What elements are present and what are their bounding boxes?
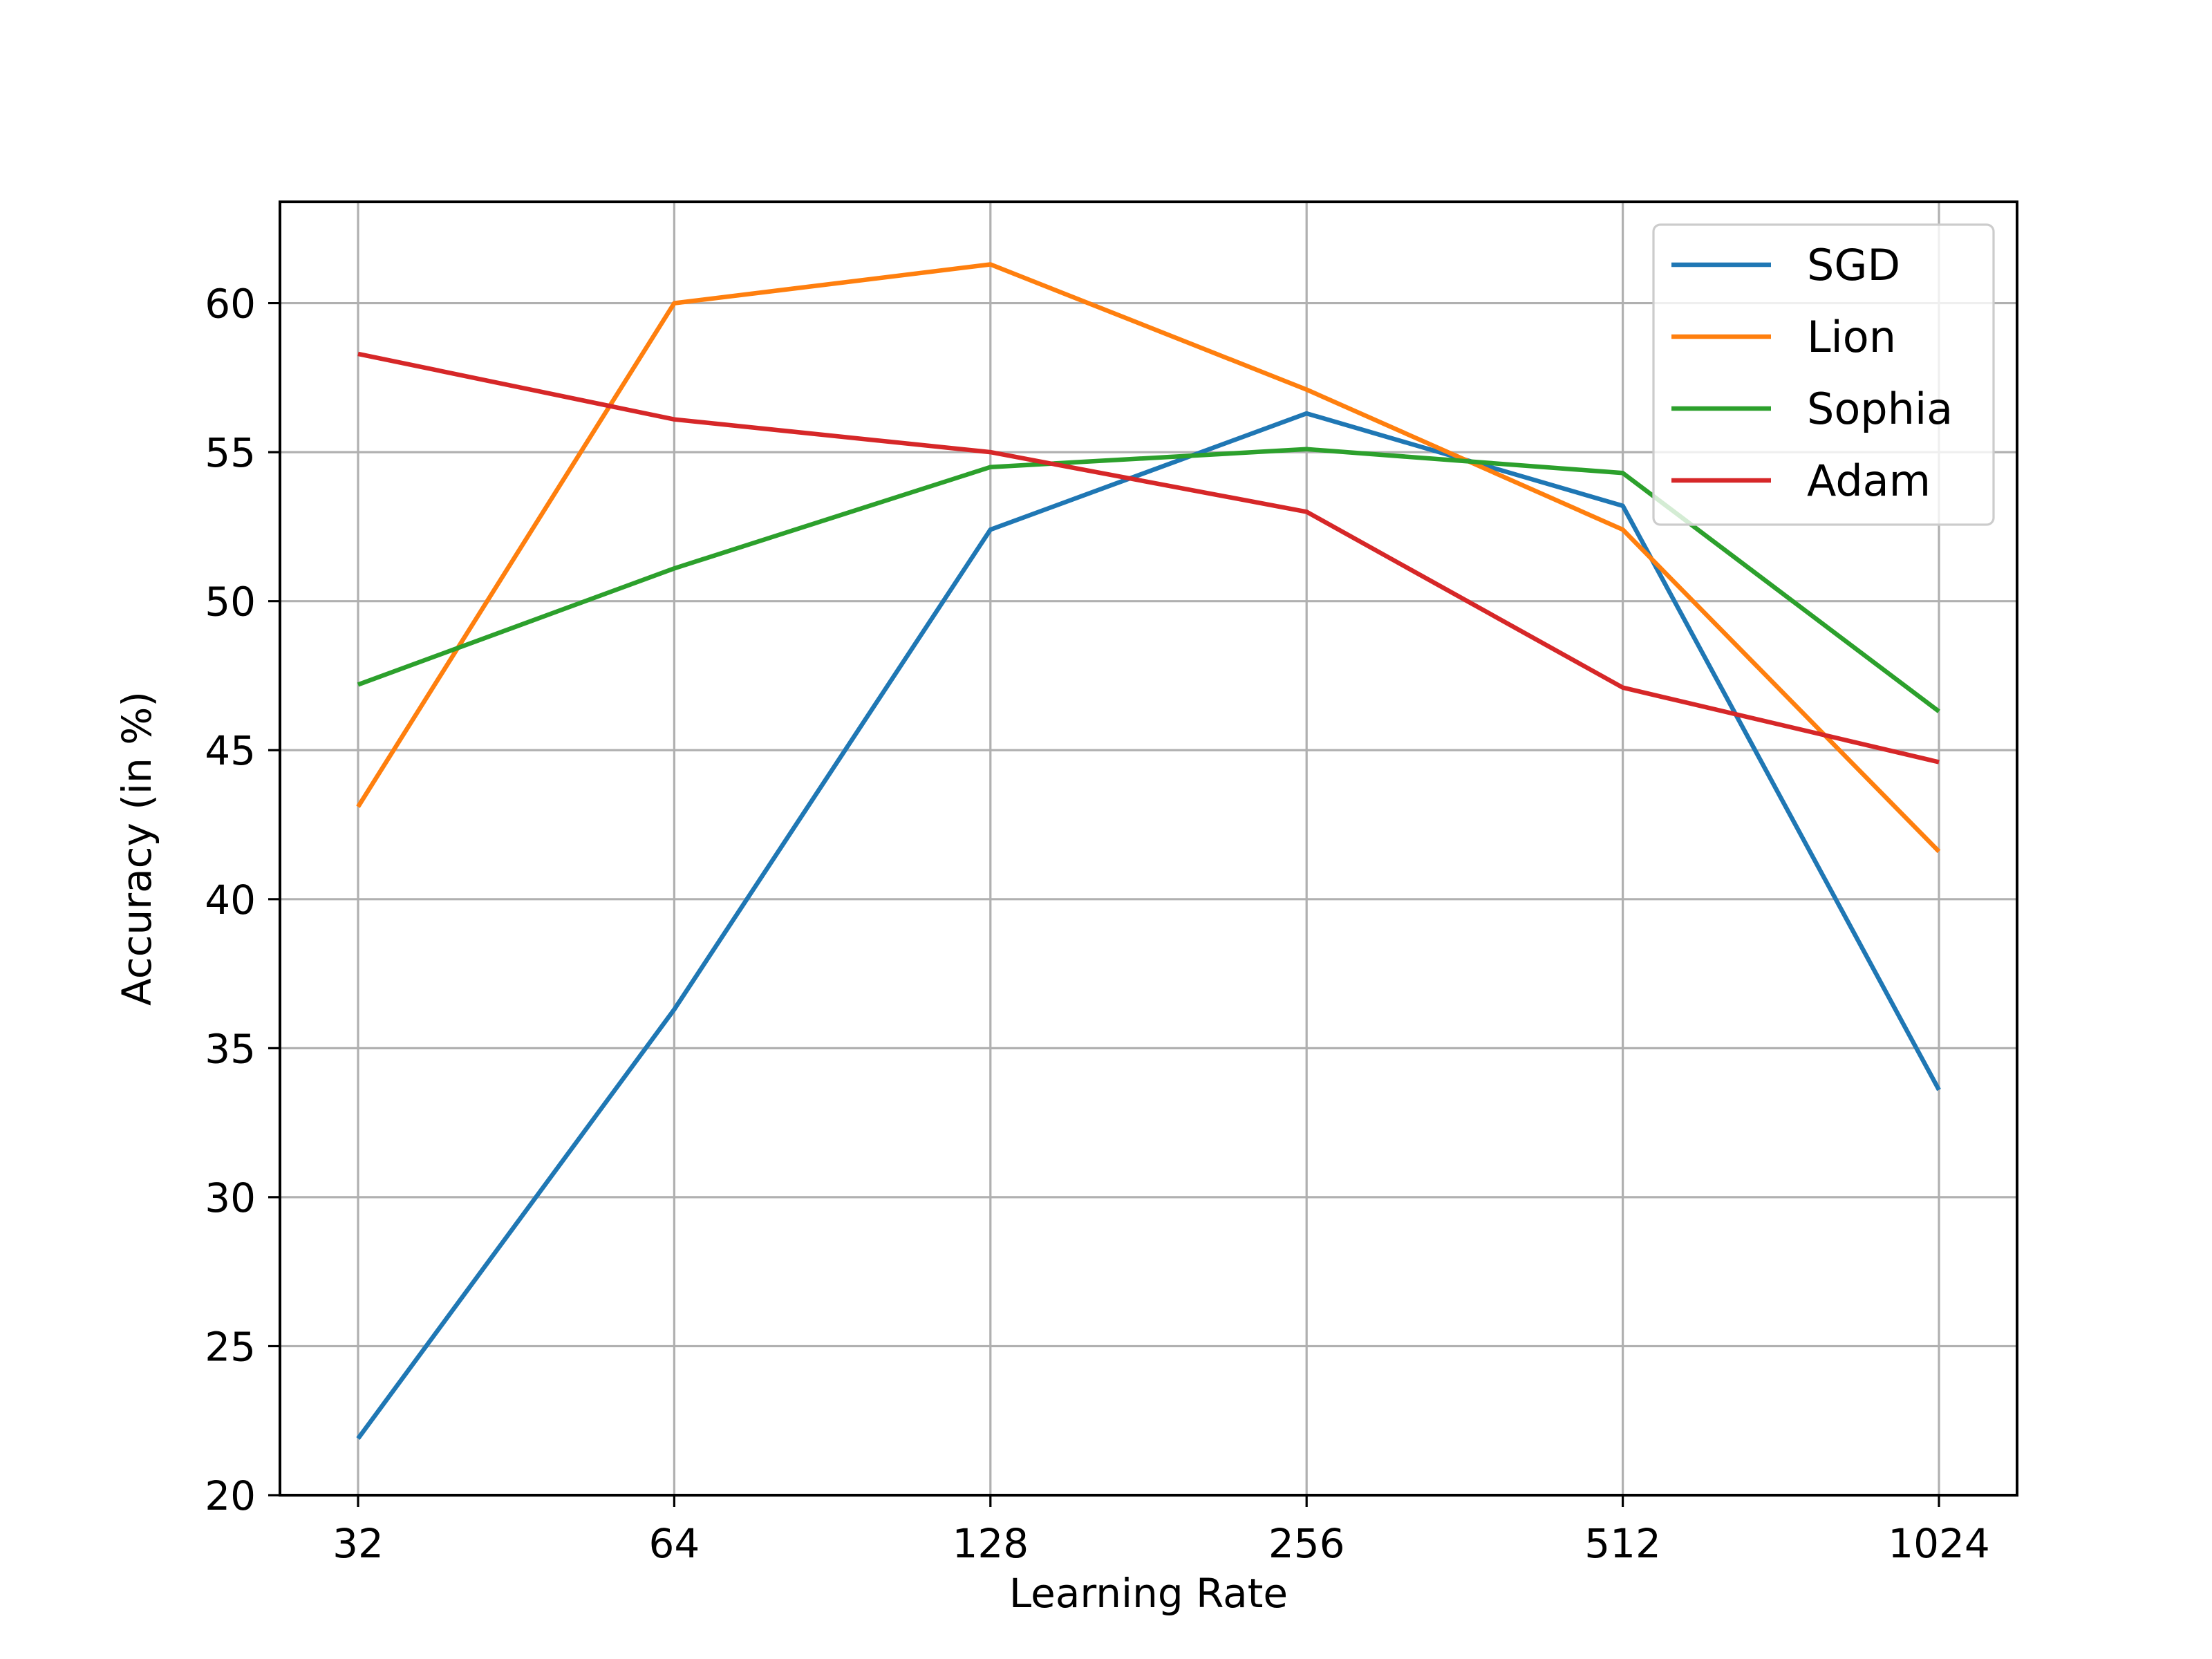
series-lines	[356, 262, 1941, 1441]
legend: SGD Lion Sophia Adam	[1652, 223, 1995, 526]
x-tick-label: 256	[1268, 1520, 1345, 1567]
y-tick-label: 50	[205, 579, 256, 626]
series-line-sgd	[356, 411, 1941, 1441]
axis-ticks: 32 64 128 256 512 1024 20 25 30 35 40 45 50 55 60	[205, 281, 1990, 1567]
y-axis-label: Accuracy (in %)	[113, 691, 160, 1006]
y-tick-label: 20	[205, 1472, 256, 1519]
x-tick-label: 1024	[1888, 1520, 1990, 1567]
x-axis-label: Learning Rate	[1009, 1570, 1288, 1617]
series-line-lion	[356, 262, 1941, 854]
y-tick-label: 60	[205, 281, 256, 328]
y-tick-label: 55	[205, 429, 256, 476]
y-tick-label: 35	[205, 1025, 256, 1072]
y-tick-label: 45	[205, 727, 256, 774]
legend-label-lion: Lion	[1807, 312, 1896, 362]
x-tick-label: 64	[648, 1520, 700, 1567]
series-line-adam	[357, 351, 1940, 765]
x-tick-label: 128	[952, 1520, 1029, 1567]
legend-label-sgd: SGD	[1807, 240, 1900, 290]
x-tick-label: 32	[332, 1520, 384, 1567]
legend-label-sophia: Sophia	[1807, 384, 1953, 434]
plot-frame	[279, 200, 2018, 1497]
legend-box	[1652, 223, 1995, 526]
legend-label-adam: Adam	[1807, 456, 1931, 506]
y-tick-label: 30	[205, 1174, 256, 1221]
grid-lines	[280, 202, 2017, 1497]
y-tick-label: 40	[205, 877, 256, 924]
x-tick-label: 512	[1584, 1520, 1661, 1567]
y-tick-label: 25	[205, 1323, 256, 1370]
